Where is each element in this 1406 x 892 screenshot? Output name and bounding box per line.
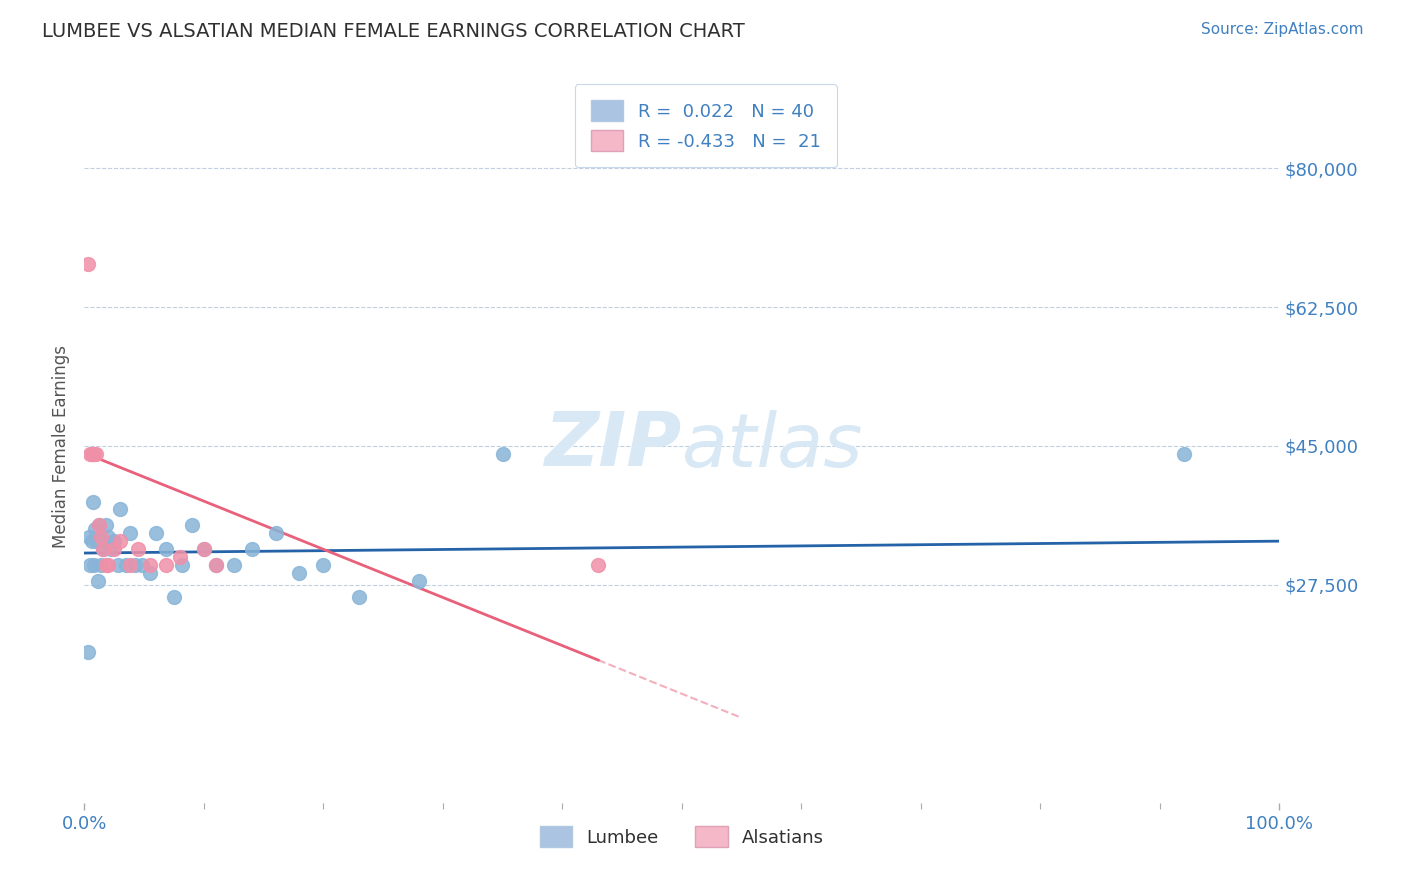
Point [79, 558, 101, 572]
Point [124, 558, 146, 572]
Point [90, 558, 112, 572]
Point [349, 590, 371, 604]
Point [93, 542, 115, 557]
Point [1173, 447, 1195, 461]
Point [97, 530, 120, 544]
Point [492, 447, 515, 461]
Point [240, 542, 263, 557]
Point [97, 558, 120, 572]
Point [264, 526, 287, 541]
Point [193, 542, 215, 557]
Point [163, 590, 186, 604]
Point [87, 518, 110, 533]
Point [127, 542, 149, 557]
Text: Source: ZipAtlas.com: Source: ZipAtlas.com [1201, 22, 1364, 37]
Point [118, 526, 141, 541]
Point [172, 558, 194, 572]
Legend: Lumbee, Alsatians: Lumbee, Alsatians [529, 815, 835, 858]
Point [93, 542, 115, 557]
Point [94, 518, 117, 533]
Point [118, 558, 141, 572]
Point [100, 542, 122, 557]
Y-axis label: Median Female Earnings: Median Female Earnings [52, 344, 70, 548]
Point [588, 558, 610, 572]
Point [155, 542, 177, 557]
Point [155, 558, 177, 572]
Point [169, 549, 191, 564]
Point [82, 447, 104, 461]
Point [222, 558, 245, 572]
Point [80, 447, 103, 461]
Text: atlas: atlas [682, 410, 863, 482]
Point [103, 542, 125, 557]
Point [107, 558, 129, 572]
Point [79, 447, 101, 461]
Point [84, 522, 107, 536]
Point [110, 502, 132, 516]
Point [131, 558, 153, 572]
Point [139, 566, 162, 580]
Point [94, 558, 117, 572]
Point [80, 534, 103, 549]
Point [312, 558, 335, 572]
Point [408, 574, 430, 588]
Point [89, 534, 111, 549]
Point [193, 542, 215, 557]
Point [82, 494, 104, 508]
Point [83, 447, 105, 461]
Point [205, 558, 228, 572]
Point [103, 534, 125, 549]
Point [86, 447, 108, 461]
Point [83, 558, 105, 572]
Point [205, 558, 228, 572]
Text: LUMBEE VS ALSATIAN MEDIAN FEMALE EARNINGS CORRELATION CHART: LUMBEE VS ALSATIAN MEDIAN FEMALE EARNING… [42, 22, 745, 41]
Point [77, 645, 100, 659]
Point [86, 534, 108, 549]
Text: ZIP: ZIP [544, 409, 682, 483]
Point [77, 257, 100, 271]
Point [181, 518, 204, 533]
Point [115, 558, 138, 572]
Point [139, 558, 162, 572]
Point [77, 530, 100, 544]
Point [86, 574, 108, 588]
Point [110, 534, 132, 549]
Point [288, 566, 311, 580]
Point [87, 518, 110, 533]
Point [145, 526, 167, 541]
Point [90, 530, 112, 544]
